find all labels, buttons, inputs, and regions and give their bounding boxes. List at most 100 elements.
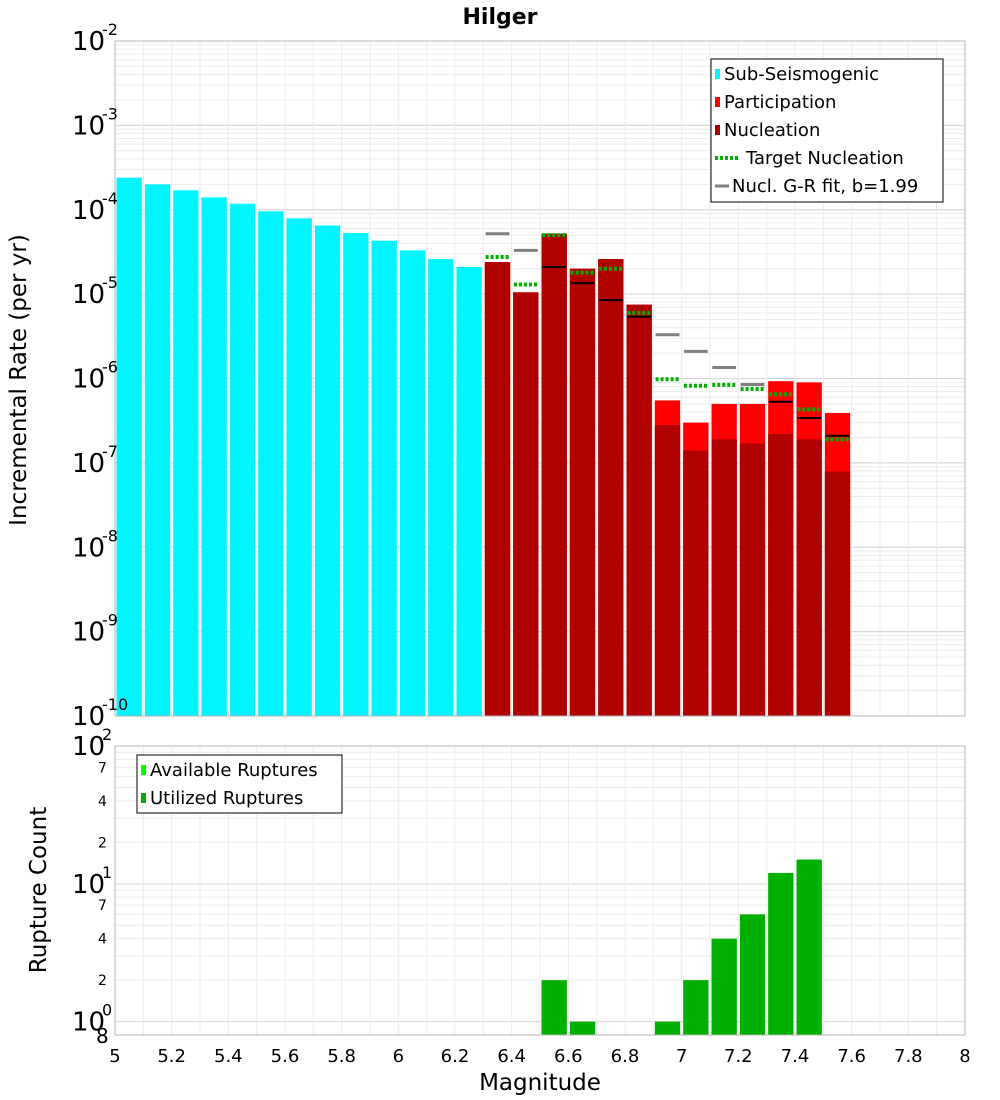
- nucleation-bar: [626, 304, 652, 716]
- legend-swatch: [715, 97, 720, 107]
- count-legend: Available Ruptures Utilized Ruptures: [136, 754, 343, 814]
- sub-seismogenic-bar: [116, 177, 142, 716]
- x-tick-label: 5.2: [157, 1046, 186, 1067]
- y-tick-label: 10: [72, 1008, 105, 1038]
- y-tick-label: 10: [72, 365, 105, 395]
- legend-swatch: [141, 765, 146, 775]
- y-axis-label: Incremental Rate (per yr): [6, 234, 32, 526]
- nucleation-bar: [513, 292, 539, 716]
- y-tick-exponent: -10: [102, 695, 128, 714]
- nucleation-bar: [484, 262, 511, 716]
- utilized-ruptures-bar: [569, 1021, 596, 1035]
- y-tick-label: 4: [98, 932, 107, 948]
- y-tick-label: 10: [72, 449, 105, 479]
- x-tick-label: 7: [676, 1046, 687, 1067]
- nucleation-bar: [598, 259, 624, 716]
- sub-seismogenic-bar: [428, 259, 454, 716]
- y-tick-label: 10: [72, 702, 105, 732]
- x-axis-label: Magnitude: [479, 1070, 601, 1096]
- y-tick-label: 2: [98, 835, 107, 851]
- y-tick-label: 10: [72, 196, 105, 226]
- x-tick-label: 6: [393, 1046, 404, 1067]
- x-tick-label: 5: [109, 1046, 120, 1067]
- sub-seismogenic-bar: [258, 211, 284, 717]
- utilized-ruptures-bar: [796, 859, 822, 1035]
- legend: Sub-Seismogenic Participation Nucleation Ta…: [710, 58, 944, 203]
- sub-seismogenic-bar: [343, 233, 369, 716]
- nucleation-bar: [654, 425, 681, 716]
- x-tick-label: 6.2: [441, 1046, 470, 1067]
- nucleation-bar: [768, 433, 794, 716]
- sub-seismogenic-bar: [286, 218, 312, 717]
- y-tick-label: 7: [98, 898, 107, 914]
- x-tick-label: 7.6: [837, 1046, 866, 1067]
- legend-label: Available Ruptures: [150, 760, 318, 781]
- nucleation-bar: [569, 268, 596, 716]
- legend-swatch: [141, 793, 146, 803]
- y-tick-exponent: -6: [102, 358, 118, 377]
- y-tick-exponent: 2: [102, 725, 112, 744]
- sub-seismogenic-bar: [201, 197, 227, 717]
- sub-seismogenic-bar: [314, 225, 341, 716]
- x-tick-label: 6.8: [611, 1046, 640, 1067]
- y-tick-exponent: -8: [102, 526, 118, 545]
- y-tick-exponent: 1: [102, 863, 112, 882]
- legend-label: Sub-Seismogenic: [724, 64, 879, 85]
- utilized-ruptures-bar: [711, 938, 737, 1035]
- sub-seismogenic-bar: [399, 250, 426, 717]
- legend-label: Target Nucleation: [745, 148, 904, 169]
- y-tick-label: 10: [72, 111, 105, 141]
- x-tick-label: 8: [959, 1046, 970, 1067]
- y-tick-label: 2: [98, 973, 107, 989]
- x-tick-label: 5.4: [214, 1046, 243, 1067]
- nucleation-bar: [541, 233, 567, 716]
- y-tick-exponent: -3: [102, 104, 118, 123]
- count-plot-frame: [114, 745, 966, 1036]
- x-tick-label: 6.6: [554, 1046, 583, 1067]
- x-tick-label: 5.6: [271, 1046, 300, 1067]
- y-tick-exponent: -4: [102, 189, 118, 208]
- y-tick-exponent: -9: [102, 611, 118, 630]
- sub-seismogenic-bar: [456, 266, 482, 716]
- x-tick-label: 5.8: [327, 1046, 356, 1067]
- utilized-ruptures-bar: [541, 980, 567, 1035]
- x-tick-label: 7.4: [781, 1046, 810, 1067]
- y-tick-label: 10: [72, 732, 105, 762]
- x-tick-label: 6.4: [497, 1046, 526, 1067]
- legend-frame: [710, 58, 944, 203]
- sub-seismogenic-bar: [173, 190, 199, 716]
- count-legend-frame: [136, 754, 343, 814]
- sub-seismogenic-bar: [371, 240, 397, 717]
- y-tick-label: 10: [72, 870, 105, 900]
- sub-seismogenic-bar: [144, 184, 171, 717]
- y-tick-label: 8: [96, 1024, 109, 1048]
- nucleation-bar: [796, 439, 822, 716]
- y-tick-exponent: 0: [102, 1001, 112, 1020]
- legend-label: Nucleation: [724, 120, 820, 141]
- sub-seismogenic-bar: [229, 203, 256, 717]
- y-tick-label: 10: [72, 280, 105, 310]
- utilized-ruptures-bar: [768, 872, 794, 1035]
- y-tick-exponent: -2: [102, 20, 118, 39]
- y-tick-label: 7: [98, 760, 107, 776]
- y-tick-exponent: -7: [102, 442, 118, 461]
- nucleation-bar: [683, 450, 709, 716]
- legend-swatch: [715, 69, 720, 79]
- x-tick-label: 7.2: [724, 1046, 753, 1067]
- y-tick-label: 10: [72, 533, 105, 563]
- y-tick-exponent: -5: [102, 273, 118, 292]
- count-y-axis-label: Rupture Count: [26, 807, 52, 973]
- y-tick-label: 4: [98, 794, 107, 810]
- nucleation-bar: [739, 443, 766, 716]
- legend-label: Participation: [724, 92, 836, 113]
- plot-frame: [114, 40, 966, 717]
- y-tick-label: 10: [72, 27, 105, 57]
- utilized-ruptures-bar: [654, 1021, 681, 1035]
- nucleation-bar: [711, 439, 737, 716]
- legend-label: Utilized Ruptures: [150, 788, 303, 809]
- top-grid: [114, 40, 966, 717]
- chart-title: Hilger: [462, 5, 537, 30]
- legend-swatch: [715, 125, 720, 135]
- utilized-ruptures-bar: [739, 914, 766, 1035]
